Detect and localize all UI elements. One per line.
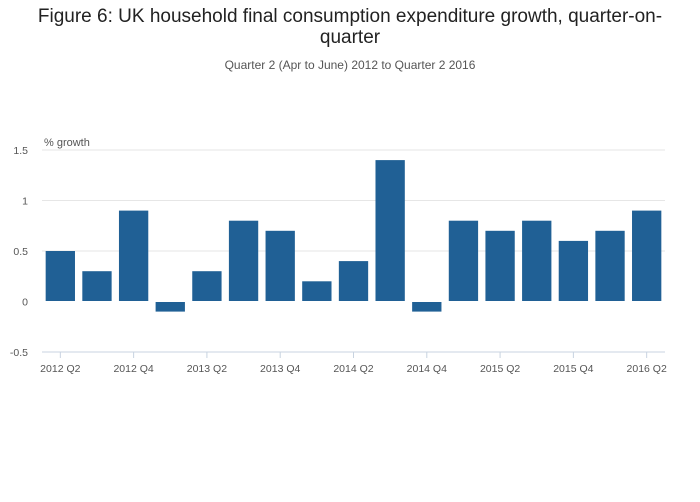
x-tick-label: 2016 Q2 [627, 363, 667, 375]
bar-2015-q2 [485, 230, 515, 302]
x-tick-label: 2015 Q4 [553, 363, 593, 375]
y-tick-label: 1 [22, 196, 28, 208]
x-tick-label: 2012 Q4 [113, 363, 153, 375]
x-tick-label: 2014 Q2 [333, 363, 373, 375]
bar-2014-q2 [338, 261, 369, 302]
chart-title-line-2: quarter [319, 27, 381, 48]
y-axis-label: % growth [44, 137, 90, 149]
bar-2015-q3 [522, 220, 552, 302]
y-tick-label: 0 [22, 297, 28, 309]
chart-title: Figure 6: UK household final consumption… [0, 6, 700, 48]
bar-2014-q1 [302, 281, 332, 302]
bar-2014-q3 [375, 160, 405, 302]
y-tick-label: 0.5 [13, 246, 28, 258]
bar-2016-q2 [632, 210, 662, 302]
bar-2012-q2 [45, 251, 75, 302]
bar-2013-q1 [155, 301, 185, 312]
bar-2015-q4 [558, 240, 589, 302]
x-tick-label: 2012 Q2 [40, 363, 80, 375]
x-tick-labels: 2012 Q2 2012 Q4 2013 Q2 2013 Q4 2014 Q2 2014 … [40, 363, 667, 375]
bar-2015-q1 [448, 220, 479, 302]
y-tick-label: -0.5 [10, 347, 28, 359]
bar-2016-q1 [595, 230, 625, 302]
x-tick-label: 2013 Q2 [187, 363, 227, 375]
chart-subtitle: Quarter 2 (Apr to June) 2012 to Quarter … [224, 58, 476, 72]
y-tick-label: 1.5 [13, 145, 28, 157]
bar-2013-q3 [228, 220, 259, 302]
x-axis [42, 301, 665, 358]
x-tick-label: 2013 Q4 [260, 363, 300, 375]
bar-2013-q2 [192, 271, 222, 302]
x-tick-label: 2015 Q2 [480, 363, 520, 375]
bar-2012-q3 [82, 271, 112, 302]
bar-2014-q4 [412, 301, 442, 312]
bar-2012-q4 [118, 210, 149, 302]
x-tick-label: 2014 Q4 [407, 363, 447, 375]
bars [45, 160, 662, 312]
chart-title-line-1: Figure 6: UK household final consumption… [37, 6, 663, 27]
bar-2013-q4 [265, 230, 295, 302]
y-axis: -0.5 0 0.5 1 1.5 [10, 145, 28, 359]
